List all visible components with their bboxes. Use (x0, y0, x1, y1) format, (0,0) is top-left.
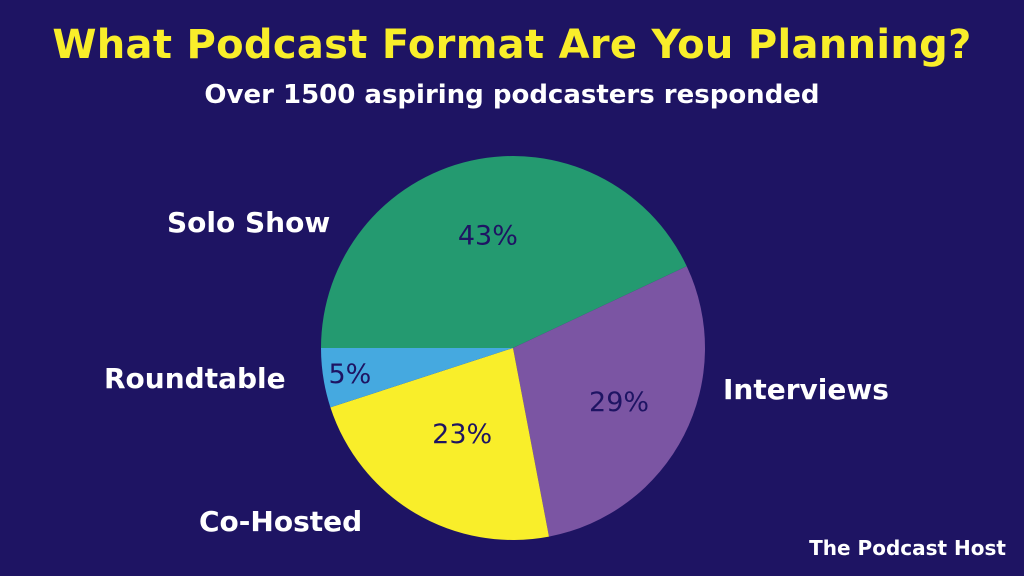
chart-title: What Podcast Format Are You Planning? (52, 22, 972, 68)
slice-solo-show (321, 156, 687, 348)
label-solo-show: Solo Show (167, 206, 331, 239)
value-label-roundtable: 5% (328, 359, 371, 390)
label-co-hosted: Co-Hosted (199, 505, 363, 538)
label-interviews: Interviews (723, 373, 889, 406)
slice-interviews (513, 266, 705, 537)
brand-logo: The Podcast Host (809, 536, 1006, 560)
chart-subtitle: Over 1500 aspiring podcasters responded (204, 80, 820, 110)
value-label-solo-show: 43% (458, 221, 518, 252)
value-label-interviews: 29% (589, 387, 649, 418)
slice-co-hosted (330, 348, 549, 541)
slice-roundtable (321, 348, 513, 408)
label-roundtable: Roundtable (104, 362, 286, 395)
value-label-co-hosted: 23% (432, 419, 492, 450)
